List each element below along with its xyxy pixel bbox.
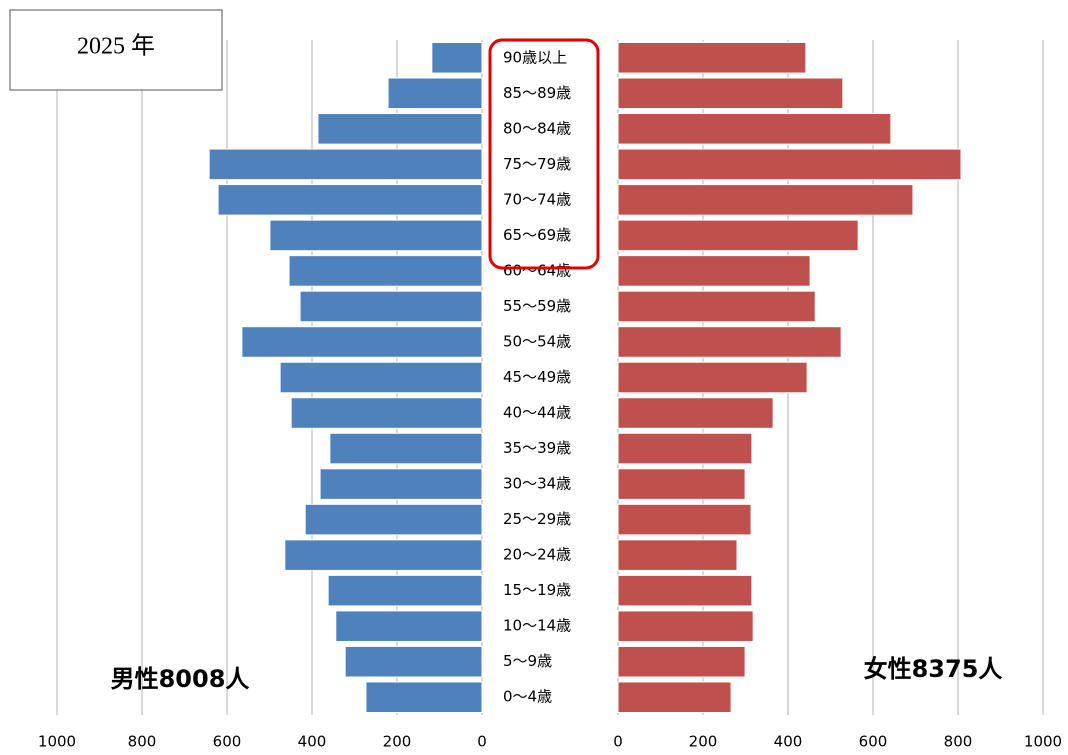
x-tick-label: 1000 (38, 733, 76, 751)
bar (617, 361, 808, 394)
category-label: 55〜59歳 (503, 297, 571, 315)
bar (617, 539, 738, 571)
bar (319, 468, 483, 500)
x-tick-label: 0 (613, 733, 623, 751)
x-tick-label: 800 (128, 733, 157, 751)
bar (617, 77, 844, 110)
bar (365, 681, 483, 714)
category-label: 15〜19歳 (503, 581, 571, 599)
series-label: 女性8375人 (864, 655, 1003, 683)
bar (284, 539, 483, 571)
bar (288, 255, 483, 287)
bar (617, 645, 746, 678)
series-label: 男性8008人 (111, 665, 250, 693)
bar (299, 290, 483, 323)
bar (329, 432, 483, 465)
bar (617, 432, 753, 465)
bar (387, 77, 483, 110)
category-label: 30〜34歳 (503, 475, 571, 493)
category-label: 10〜14歳 (503, 617, 571, 635)
bar (617, 610, 754, 642)
bar (617, 219, 859, 252)
x-tick-label: 1000 (1024, 733, 1062, 751)
bar (335, 610, 483, 642)
bar (208, 148, 483, 181)
category-label: 60〜64歳 (503, 261, 571, 279)
x-tick-label: 600 (859, 733, 888, 751)
bar (290, 397, 483, 429)
bar (269, 219, 483, 252)
x-tick-label: 200 (383, 733, 412, 751)
bar (217, 184, 483, 216)
bar (617, 468, 746, 500)
x-tick-label: 200 (689, 733, 718, 751)
x-tick-label: 400 (774, 733, 803, 751)
category-label: 5〜9歳 (503, 652, 552, 670)
x-tick-label: 400 (298, 733, 327, 751)
bar (617, 681, 732, 714)
x-tick-label: 0 (477, 733, 487, 751)
bar (617, 148, 962, 181)
title-box (9, 9, 223, 91)
category-label: 25〜29歳 (503, 510, 571, 528)
bar (241, 326, 483, 358)
category-label: 65〜69歳 (503, 226, 571, 244)
category-label: 70〜74歳 (503, 190, 571, 208)
chart-title: 2025 年 (77, 33, 155, 60)
bar (327, 574, 483, 607)
bar (617, 113, 892, 145)
x-tick-label: 600 (213, 733, 242, 751)
bar (431, 41, 483, 74)
bar (617, 574, 753, 607)
category-label: 85〜89歳 (503, 84, 571, 102)
category-label: 90歳以上 (503, 48, 567, 66)
bar (617, 255, 811, 287)
category-label: 80〜84歳 (503, 119, 571, 137)
bar (617, 503, 752, 536)
x-tick-label: 800 (944, 733, 973, 751)
category-label: 40〜44歳 (503, 404, 571, 422)
category-label: 45〜49歳 (503, 368, 571, 386)
bar (304, 503, 483, 536)
bar (279, 361, 483, 394)
category-label: 75〜79歳 (503, 155, 571, 173)
bar (344, 645, 483, 678)
bar (317, 113, 483, 145)
category-label: 35〜39歳 (503, 439, 571, 457)
bar (617, 290, 816, 323)
bar (617, 326, 842, 358)
bar (617, 41, 807, 74)
category-label: 20〜24歳 (503, 546, 571, 564)
bar (617, 184, 914, 216)
category-label: 0〜4歳 (503, 688, 552, 706)
bar (617, 397, 774, 429)
category-label: 50〜54歳 (503, 332, 571, 350)
highlight-box (488, 38, 600, 270)
